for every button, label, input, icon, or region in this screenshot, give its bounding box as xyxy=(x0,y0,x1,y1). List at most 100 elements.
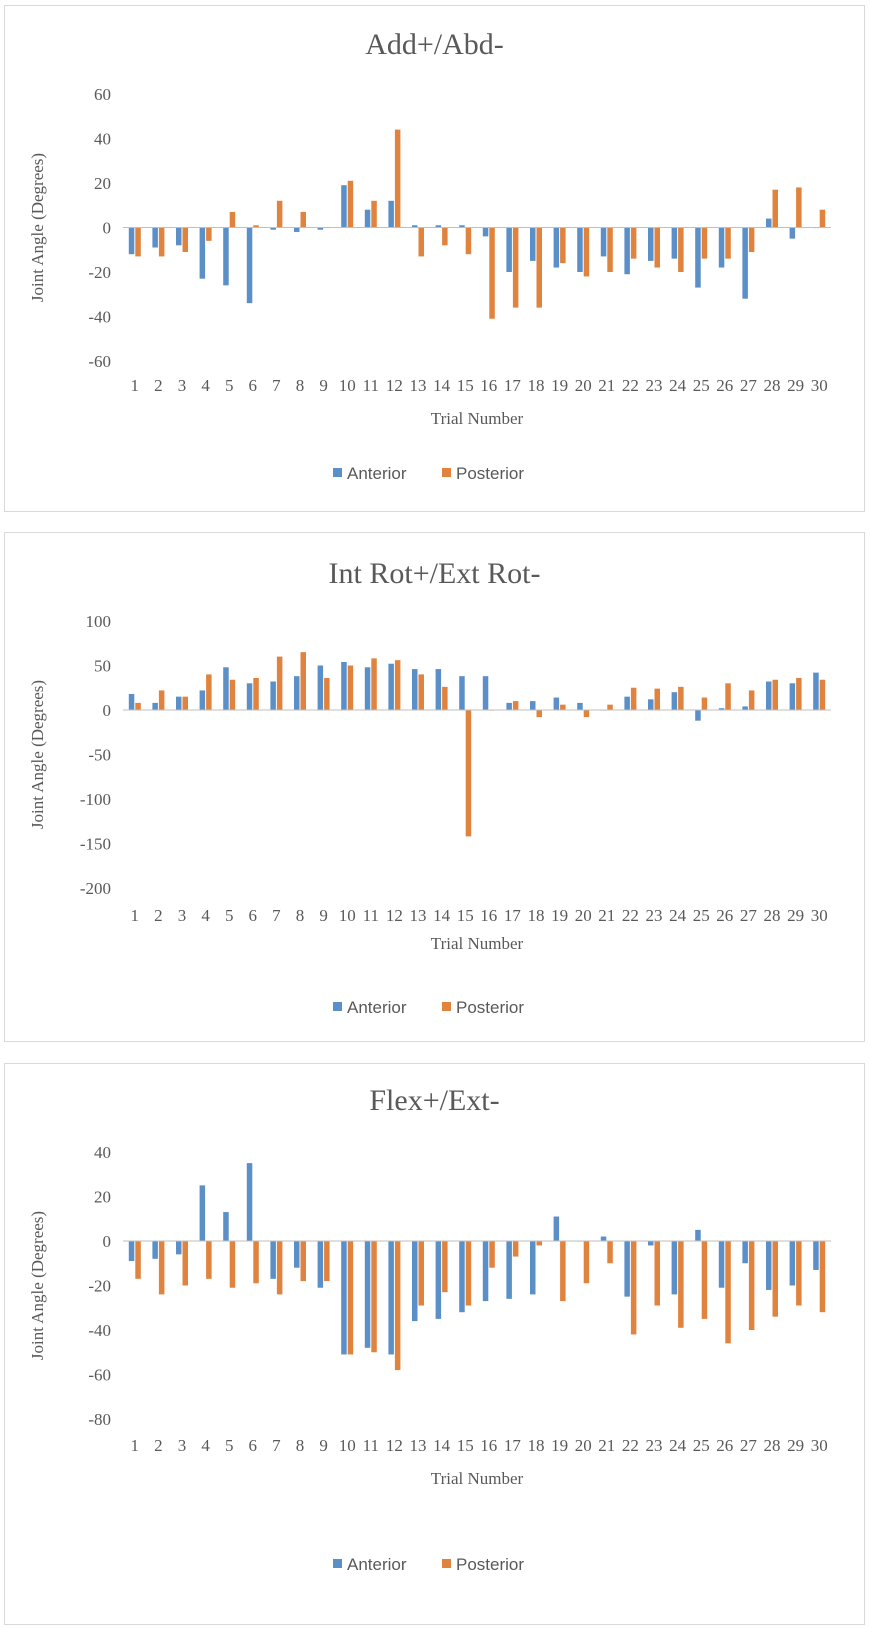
bar-posterior xyxy=(654,227,660,268)
bar-anterior xyxy=(742,227,748,299)
bar-anterior xyxy=(199,1185,206,1241)
x-tick-label: 6 xyxy=(249,906,258,925)
y-tick-label: 40 xyxy=(94,130,111,149)
bar-anterior xyxy=(317,1241,324,1288)
bar-anterior xyxy=(246,1163,253,1241)
y-tick-label: -80 xyxy=(88,1410,111,1429)
bar-anterior xyxy=(530,1241,536,1295)
x-tick-label: 16 xyxy=(480,906,497,925)
bar-posterior xyxy=(465,1241,472,1306)
x-tick-label: 7 xyxy=(272,1436,281,1455)
x-tick-label: 19 xyxy=(551,1436,568,1455)
y-tick-label: -40 xyxy=(88,308,111,327)
bar-posterior xyxy=(182,227,188,252)
bar-posterior xyxy=(536,710,542,718)
bar-posterior xyxy=(560,704,566,710)
x-tick-label: 2 xyxy=(154,906,163,925)
bar-anterior xyxy=(412,1241,418,1322)
bar-anterior xyxy=(671,692,678,710)
bar-anterior xyxy=(459,676,465,710)
legend-label-posterior: Posterior xyxy=(456,998,524,1017)
bar-posterior xyxy=(442,227,448,246)
bar-anterior xyxy=(530,227,536,261)
x-tick-label: 16 xyxy=(480,1436,497,1455)
bar-anterior xyxy=(742,1241,748,1264)
x-tick-label: 11 xyxy=(363,906,379,925)
x-tick-label: 1 xyxy=(131,1436,140,1455)
x-tick-label: 18 xyxy=(528,906,545,925)
y-tick-label: 100 xyxy=(86,612,112,631)
bar-posterior xyxy=(229,211,236,228)
bar-posterior xyxy=(276,656,283,710)
x-axis-label: Trial Number xyxy=(431,409,524,428)
bar-anterior xyxy=(294,1241,300,1268)
bar-posterior xyxy=(654,1241,660,1306)
x-tick-label: 19 xyxy=(551,906,568,925)
bar-posterior xyxy=(324,1241,330,1282)
y-tick-label: 0 xyxy=(103,219,112,238)
x-tick-label: 15 xyxy=(457,1436,474,1455)
x-tick-label: 4 xyxy=(201,376,210,395)
bar-anterior xyxy=(766,218,772,228)
bar-posterior xyxy=(300,211,306,228)
x-tick-label: 28 xyxy=(764,376,781,395)
bar-anterior xyxy=(128,1241,135,1262)
bar-anterior xyxy=(624,696,630,710)
bar-anterior xyxy=(435,225,442,228)
x-tick-label: 26 xyxy=(716,1436,733,1455)
x-tick-label: 7 xyxy=(272,376,281,395)
x-tick-label: 17 xyxy=(504,376,522,395)
y-axis-label: Joint Angle (Degrees) xyxy=(28,680,47,829)
bar-posterior xyxy=(489,227,495,319)
bar-anterior xyxy=(482,227,489,237)
chart-panel-flexion: Flex+/Ext- 40 20 0 -20 -40 -60 -80 Joint Angle (… xyxy=(4,1063,865,1625)
bar-posterior xyxy=(536,227,542,308)
bar-posterior xyxy=(796,677,802,710)
x-tick-label: 6 xyxy=(249,1436,258,1455)
y-tick-label: -20 xyxy=(88,1277,111,1296)
legend-label-anterior: Anterior xyxy=(347,1555,407,1574)
x-tick-label: 11 xyxy=(363,1436,379,1455)
x-tick-label: 25 xyxy=(693,1436,710,1455)
bar-anterior xyxy=(435,1241,442,1319)
bar-posterior xyxy=(748,690,755,710)
bar-anterior xyxy=(766,1241,772,1290)
x-tick-label: 2 xyxy=(154,1436,163,1455)
bar-anterior xyxy=(624,1241,630,1297)
x-tick-label: 7 xyxy=(272,906,281,925)
x-tick-label: 21 xyxy=(598,906,615,925)
x-tick-label: 14 xyxy=(433,376,451,395)
x-tick-label: 25 xyxy=(693,376,710,395)
bar-anterior xyxy=(789,683,796,710)
bar-anterior xyxy=(412,225,418,228)
bar-anterior xyxy=(223,667,229,710)
bar-anterior xyxy=(695,227,701,288)
x-tick-label: 9 xyxy=(319,376,328,395)
x-tick-label: 15 xyxy=(457,906,474,925)
x-tick-label: 6 xyxy=(249,376,258,395)
bar-anterior xyxy=(530,701,536,710)
x-tick-label: 22 xyxy=(622,906,639,925)
bar-anterior xyxy=(648,1241,654,1246)
bar-posterior xyxy=(300,1241,306,1282)
bar-posterior xyxy=(418,1241,424,1306)
bar-anterior xyxy=(364,209,371,228)
bar-posterior xyxy=(819,679,826,710)
y-tick-label: 20 xyxy=(94,174,111,193)
bar-posterior xyxy=(158,1241,165,1295)
bar-anterior xyxy=(577,227,583,272)
bar-anterior xyxy=(364,1241,371,1348)
y-tick-label: 0 xyxy=(103,701,112,720)
bar-anterior xyxy=(459,1241,465,1313)
x-tick-label: 1 xyxy=(131,376,140,395)
x-tick-label: 24 xyxy=(669,1436,687,1455)
x-tick-label: 13 xyxy=(410,376,427,395)
bar-posterior xyxy=(701,1241,708,1319)
x-tick-label: 25 xyxy=(693,906,710,925)
x-tick-label: 10 xyxy=(339,906,356,925)
bar-posterior xyxy=(489,1241,495,1268)
bar-anterior xyxy=(152,1241,158,1259)
bar-anterior xyxy=(128,227,135,255)
bar-posterior xyxy=(725,227,731,259)
bar-posterior xyxy=(158,690,165,710)
